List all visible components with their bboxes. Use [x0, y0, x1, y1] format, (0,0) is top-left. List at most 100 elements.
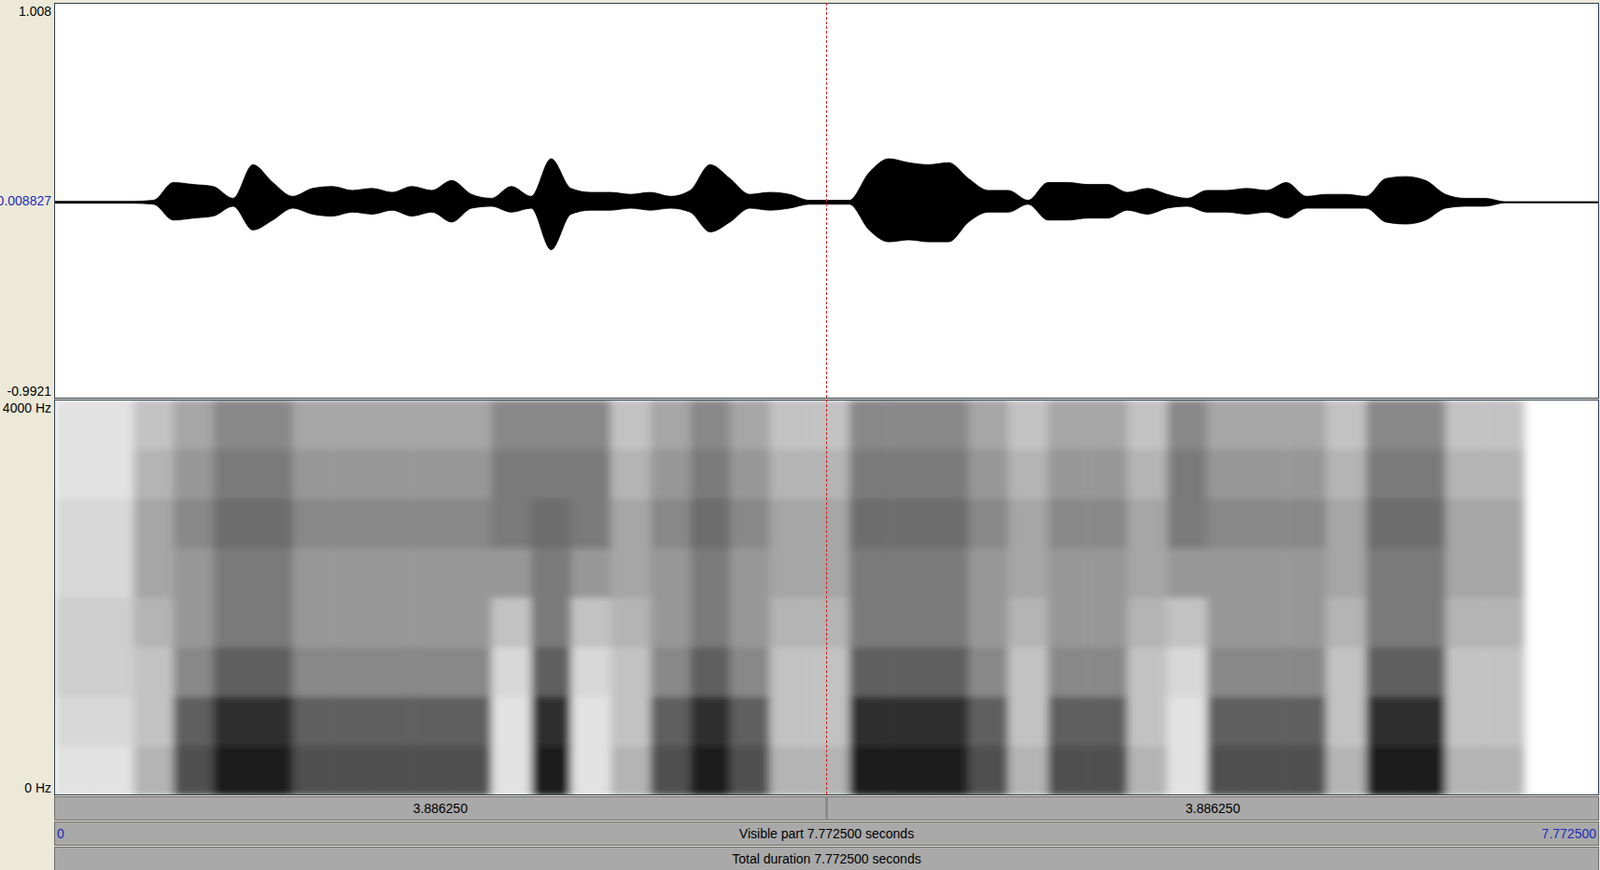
spectrogram-cell: [1207, 547, 1248, 599]
spectrogram-cell: [928, 745, 969, 796]
spectrogram-cell: [1048, 745, 1089, 796]
background: [0, 0, 1600, 870]
spectrogram-cell: [94, 498, 135, 549]
tick: 1.008: [18, 3, 55, 19]
spectrogram-cell: [1127, 597, 1168, 648]
spectrogram-cell: [1286, 498, 1327, 549]
spectrogram-cell: [1048, 696, 1089, 747]
spectrogram-cell: [1286, 547, 1327, 599]
spectrogram-cell: [1207, 399, 1248, 450]
spectrogram-cell: [173, 745, 214, 796]
spectrogram-cell: [372, 547, 413, 599]
spectrogram-cell: [1166, 547, 1208, 599]
spectrogram-cell: [1365, 597, 1406, 648]
spectrogram-cell: [1247, 399, 1288, 450]
spectrogram-cell: [212, 646, 253, 698]
spectrogram-cell: [1326, 449, 1367, 500]
spectrogram-cell: [1564, 597, 1600, 648]
spectrogram-cell: [689, 646, 730, 698]
spectrogram-cell: [770, 498, 811, 549]
spectrogram-cell: [1247, 745, 1288, 796]
spectrogram-cell: [411, 449, 452, 500]
spectrogram-cell: [571, 597, 612, 648]
spectrogram-cell: [293, 597, 334, 648]
spectrogram-cell: [1127, 547, 1168, 599]
spectrogram-cell: [1247, 597, 1288, 648]
spectrogram-cell: [173, 646, 214, 698]
spectrogram-cell: [928, 547, 969, 599]
spectrogram-cell: [94, 646, 135, 698]
spectrogram-cell: [1166, 745, 1208, 796]
spectrogram-cell: [928, 449, 969, 500]
spectrogram-cell: [650, 696, 691, 747]
spectrogram-cell: [1405, 498, 1446, 549]
spectrogram-cell: [133, 696, 174, 747]
spectrogram-cell: [1525, 696, 1566, 747]
spectrogram-cell: [1087, 449, 1128, 500]
spectrogram-cell: [212, 597, 253, 648]
spectrogram-cell: [252, 449, 294, 500]
spectrogram-cell: [888, 547, 929, 599]
spectrogram-cell: [531, 547, 572, 599]
spectrogram-cell: [770, 597, 811, 648]
spectrogram-cell: [491, 696, 532, 747]
spectrogram-cell: [1365, 399, 1406, 450]
spectrogram-cell: [1445, 696, 1487, 747]
spectrogram-cell: [1048, 498, 1089, 549]
tick: 0.008827: [0, 193, 55, 209]
spectrogram-cell: [133, 745, 174, 796]
spectrogram-cell: [1525, 547, 1566, 599]
spectrogram-cell: [1445, 399, 1487, 450]
spectrogram-cell: [1405, 696, 1446, 747]
spectrogram-cell: [1564, 498, 1600, 549]
spectrogram-cell: [650, 399, 691, 450]
spectrogram-cell: [849, 745, 890, 796]
spectrogram-cell: [1286, 696, 1327, 747]
spectrogram-cell: [1008, 646, 1049, 698]
spectrogram-cell: [94, 449, 135, 500]
spectrogram-cell: [1247, 498, 1288, 549]
spectrogram-cell: [332, 646, 373, 698]
spectrogram-cell: [491, 449, 532, 500]
spectrogram-cell: [173, 597, 214, 648]
spectrogram-cell: [1485, 597, 1526, 648]
spectrogram-cell: [1166, 696, 1208, 747]
spectrogram-cell: [54, 498, 95, 549]
spectrogram-cell: [1008, 696, 1049, 747]
spectrogram-cell: [54, 597, 95, 648]
spectrogram-cell: [1008, 449, 1049, 500]
spectrogram-cell: [372, 745, 413, 796]
spectrogram-cell: [1326, 646, 1367, 698]
spectrogram-cell: [1525, 646, 1566, 698]
spectrogram-cell: [610, 399, 651, 450]
spectrogram-cell: [293, 547, 334, 599]
spectrogram-cell: [729, 547, 771, 599]
tick: 0 Hz: [24, 780, 55, 797]
spectrogram-cell: [689, 547, 730, 599]
spectrogram-cell: [610, 696, 651, 747]
spectrogram-cell: [491, 498, 532, 549]
spectrogram-cell: [1365, 498, 1406, 549]
spectrogram-cell: [849, 547, 890, 599]
spectrogram-cell: [1207, 745, 1248, 796]
spectrogram-cell: [1485, 498, 1526, 549]
spectrogram-cell: [1445, 547, 1487, 599]
spectrogram-cell: [94, 597, 135, 648]
spectrogram-cell: [531, 597, 572, 648]
spectrogram-cell: [689, 745, 730, 796]
spectrogram-cell: [54, 449, 95, 500]
spectrogram-cell: [451, 597, 492, 648]
spectrogram-cell: [571, 547, 612, 599]
spectrogram-cell: [928, 597, 969, 648]
spectrogram-cell: [252, 547, 294, 599]
spectrogram-cell: [1286, 449, 1327, 500]
spectrogram-cell: [1087, 745, 1128, 796]
spectrogram-cell: [451, 646, 492, 698]
spectrogram-cell: [729, 745, 771, 796]
spectrogram-cell: [1207, 597, 1248, 648]
spectrogram-cell: [332, 597, 373, 648]
spectrogram-cell: [293, 449, 334, 500]
spectrogram-cell: [451, 696, 492, 747]
spectrogram-cell: [173, 498, 214, 549]
spectrogram-cell: [809, 745, 850, 796]
